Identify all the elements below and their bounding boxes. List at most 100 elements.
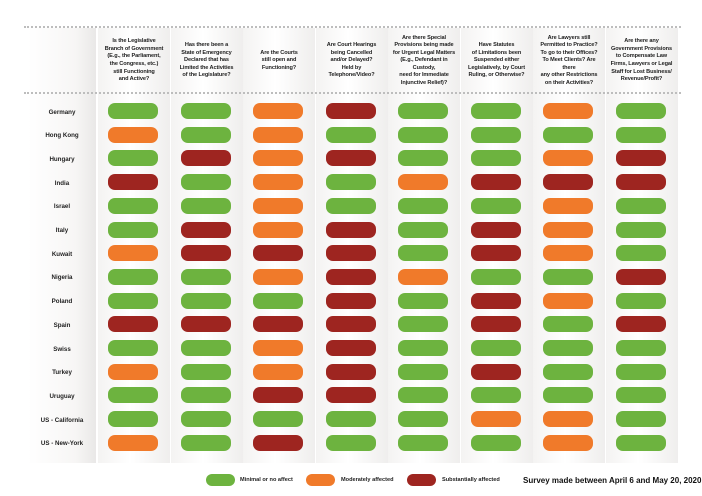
status-pill-minimal bbox=[108, 292, 158, 309]
status-pill-substantial bbox=[325, 221, 376, 238]
column-header-line: still open and bbox=[261, 57, 297, 64]
status-pill-minimal bbox=[543, 340, 593, 356]
column-header-line: Provisions being made bbox=[394, 42, 454, 49]
country-label: Italy bbox=[55, 227, 69, 234]
status-pill-minimal bbox=[108, 268, 158, 285]
status-pill-substantial bbox=[615, 150, 666, 167]
status-pill-minimal bbox=[325, 174, 376, 191]
legend-swatch-substantial bbox=[407, 474, 436, 486]
column-header-line: still Functioning bbox=[113, 68, 155, 75]
status-pill-moderate bbox=[253, 221, 303, 238]
status-pill-minimal bbox=[398, 103, 448, 119]
column-header-line: need for Immediate bbox=[399, 72, 449, 79]
status-pill-minimal bbox=[615, 292, 666, 309]
column-header-line: Held by Telephone/Video? bbox=[328, 64, 375, 79]
survey-footnote: Survey made between April 6 and May 20, … bbox=[523, 475, 702, 485]
legend-swatch-moderate bbox=[306, 474, 335, 486]
column-header-line: To go to their Offices? bbox=[540, 49, 598, 56]
column-header-line: Ruling, or Otherwise? bbox=[468, 72, 525, 79]
column-header-text: Are the Courts still open and Functioning? bbox=[260, 49, 298, 73]
status-pill-substantial bbox=[253, 245, 303, 262]
status-pill-minimal bbox=[180, 434, 231, 451]
status-pill-moderate bbox=[253, 174, 303, 191]
status-pill-moderate bbox=[398, 268, 448, 285]
status-pill-minimal bbox=[108, 340, 158, 356]
status-pill-substantial bbox=[325, 316, 376, 333]
status-pill-minimal bbox=[398, 221, 448, 238]
status-pill-moderate bbox=[108, 434, 158, 451]
status-pill-substantial bbox=[470, 316, 521, 333]
column-header-line: Branch of Government bbox=[104, 45, 164, 52]
status-pill-substantial bbox=[325, 150, 376, 167]
column-header-line: Injunctive Relief)? bbox=[400, 79, 448, 86]
column-header-text: Is the Legislative Branch of Government (E… bbox=[105, 38, 164, 83]
status-pill-moderate bbox=[253, 150, 303, 167]
status-pill-substantial bbox=[180, 221, 231, 238]
column-header: Are Lawyers still Permitted to Practice? T… bbox=[533, 30, 605, 92]
legend-swatch-minimal bbox=[206, 474, 235, 486]
column-header-line: Are Lawyers still bbox=[547, 34, 591, 41]
status-pill-minimal bbox=[325, 126, 376, 143]
column-header-line: of Limitations been bbox=[471, 49, 522, 56]
column-header: Are there Special Provisions being made fo… bbox=[388, 30, 460, 92]
column-header-line: Have Statutes bbox=[478, 42, 515, 49]
status-pill-minimal bbox=[615, 126, 666, 143]
column-header-line: Is the Legislative bbox=[112, 38, 156, 45]
status-pill-substantial bbox=[253, 387, 303, 404]
status-pill-minimal bbox=[615, 387, 666, 404]
column-header: Are the Courts still open and Functioning? bbox=[243, 30, 315, 92]
column-header-line: State of Emergency bbox=[181, 49, 232, 56]
column-header-line: of the Legislature? bbox=[182, 72, 231, 79]
status-pill-minimal bbox=[470, 268, 521, 285]
column-header-line: and/or Delayed? bbox=[330, 57, 373, 64]
status-pill-minimal bbox=[325, 411, 376, 428]
status-pill-minimal bbox=[398, 363, 448, 380]
country-label: India bbox=[54, 179, 70, 187]
legend-label-moderate: Moderately affected bbox=[341, 477, 394, 483]
status-pill-minimal bbox=[180, 340, 231, 356]
status-pill-substantial bbox=[325, 387, 376, 404]
column-header-line: Revenue/Profit? bbox=[620, 76, 663, 83]
country-label: Nigeria bbox=[51, 274, 73, 282]
country-label: Kuwait bbox=[51, 250, 73, 258]
column-header-line: for Urgent Legal Matters bbox=[392, 49, 456, 56]
status-pill-minimal bbox=[180, 363, 231, 380]
status-pill-moderate bbox=[253, 268, 303, 285]
column-header-line: Are the Courts bbox=[260, 49, 298, 56]
column-header-line: and Active? bbox=[118, 76, 150, 83]
status-pill-minimal bbox=[108, 197, 158, 214]
status-pill-moderate bbox=[398, 174, 448, 191]
status-pill-minimal bbox=[615, 245, 666, 262]
status-pill-minimal bbox=[108, 221, 158, 238]
status-pill-substantial bbox=[253, 316, 303, 333]
status-pill-minimal bbox=[108, 387, 158, 404]
top-dotted-divider bbox=[24, 26, 681, 28]
status-pill-substantial bbox=[615, 268, 666, 285]
column-header-line: Are there any bbox=[624, 38, 659, 45]
status-pill-moderate bbox=[543, 245, 593, 262]
status-pill-minimal bbox=[108, 150, 158, 167]
column-header-text: Have Statutes of Limitations been Suspende… bbox=[468, 42, 525, 80]
column-header-line: to Compensate Law bbox=[615, 53, 668, 60]
status-pill-minimal bbox=[253, 411, 303, 428]
status-pill-substantial bbox=[470, 245, 521, 262]
column-header-line: Suspended either bbox=[473, 57, 520, 64]
status-pill-moderate bbox=[543, 221, 593, 238]
status-pill-minimal bbox=[470, 340, 521, 356]
country-label: Israel bbox=[53, 203, 71, 211]
column-header: Has there been a State of Emergency Declar… bbox=[171, 30, 243, 92]
status-pill-substantial bbox=[325, 268, 376, 285]
status-pill-substantial bbox=[325, 245, 376, 262]
status-pill-minimal bbox=[398, 126, 448, 143]
country-label: Poland bbox=[51, 298, 73, 306]
status-pill-substantial bbox=[470, 221, 521, 238]
column-header-line: the Congress, etc.) bbox=[109, 61, 159, 67]
column-header-text: Are Court Hearings being Cancelled and/or … bbox=[319, 42, 385, 80]
status-pill-minimal bbox=[253, 292, 303, 309]
status-pill-moderate bbox=[253, 197, 303, 214]
column-header: Are there any Government Provisions to Com… bbox=[606, 30, 678, 92]
status-pill-minimal bbox=[543, 316, 593, 333]
column-header-line: Has there been a bbox=[184, 42, 229, 49]
status-pill-substantial bbox=[543, 174, 593, 191]
status-pill-minimal bbox=[470, 434, 521, 451]
